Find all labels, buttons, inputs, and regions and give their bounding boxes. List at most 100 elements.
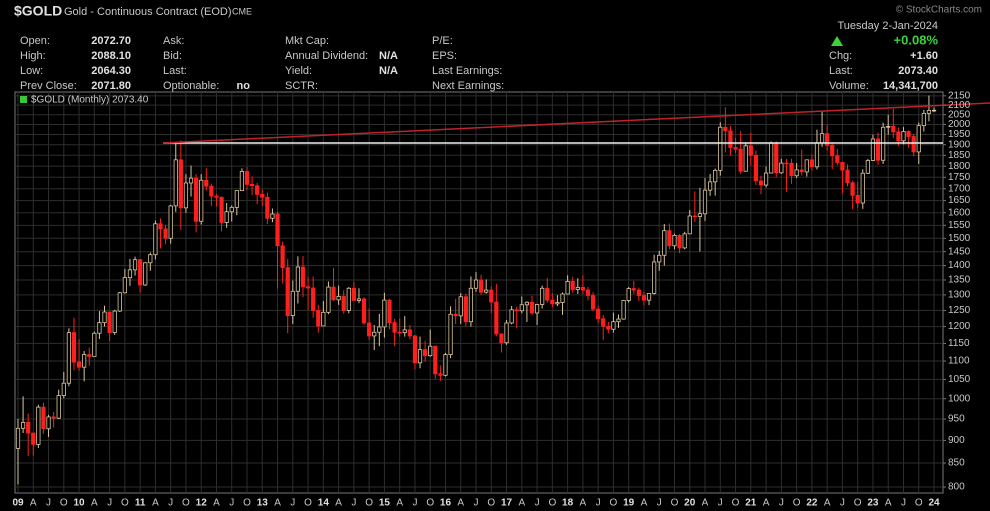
candle-body (112, 310, 117, 333)
candle-body (682, 233, 687, 249)
candle-body (402, 329, 407, 333)
x-tick-label: O (548, 498, 556, 509)
x-tick-label: A (885, 498, 892, 509)
candle-body (255, 185, 260, 195)
candle-body (244, 171, 250, 185)
candle-body (641, 295, 647, 301)
x-tick-label: O (182, 498, 190, 509)
x-tick-label: 19 (623, 498, 635, 509)
y-tick-label: 1800 (948, 161, 971, 172)
candle-body (646, 292, 652, 301)
x-tick-label: A (763, 498, 770, 509)
candle-body (163, 228, 168, 239)
y-tick-label: 1850 (948, 150, 971, 161)
y-tick-label: 1700 (948, 183, 971, 194)
x-tick-label: A (702, 498, 709, 509)
candle-body (382, 299, 387, 328)
candle-body (560, 293, 565, 303)
candle-body (814, 142, 820, 168)
candle-body (626, 288, 631, 301)
candle-body (265, 196, 270, 219)
field-label: Next Earnings: (432, 80, 504, 92)
x-tick-label: O (426, 498, 434, 509)
x-tick-label: A (274, 498, 281, 509)
x-tick-label: J (840, 498, 845, 509)
x-tick-label: 13 (257, 498, 269, 509)
candle-body (473, 279, 479, 289)
candle-body (199, 179, 204, 222)
y-tick-label: 2150 (948, 90, 971, 101)
candle-body (102, 311, 107, 324)
x-tick-label: J (351, 498, 356, 509)
candle-body (529, 301, 535, 314)
candle-body (234, 190, 239, 208)
field-value: 2064.30 (91, 65, 131, 77)
candle-body (117, 292, 122, 312)
y-tick-label: 2100 (948, 100, 971, 111)
y-tick-label: 1950 (948, 129, 971, 140)
candle-body (41, 406, 46, 430)
x-tick-label: A (518, 498, 525, 509)
field-label: Low: (20, 65, 43, 77)
candle-body (575, 286, 580, 290)
field-value: 2088.10 (91, 50, 131, 62)
candle-body (585, 289, 591, 296)
candle-body (534, 304, 540, 314)
field-label: Last: (829, 65, 853, 77)
candle-body (305, 286, 311, 289)
x-tick-label: A (396, 498, 403, 509)
field-value: N/A (379, 65, 398, 77)
y-tick-label: 1300 (948, 290, 971, 301)
x-tick-label: 18 (562, 498, 574, 509)
candle-body (438, 373, 443, 376)
candle-body (92, 332, 97, 357)
candle-body (239, 171, 245, 192)
candle-body (835, 155, 840, 163)
candle-body (728, 130, 733, 148)
candle-body (178, 159, 183, 209)
x-tick-label: O (243, 498, 251, 509)
field-label: Last: (163, 65, 187, 77)
candle-body (489, 289, 494, 303)
candle-body (825, 133, 830, 146)
field-value: +0.08% (894, 32, 939, 47)
candle-body (453, 313, 458, 317)
candle-body (494, 301, 499, 335)
field-label: Optionable: (163, 80, 219, 92)
y-tick-label: 1100 (948, 356, 970, 367)
x-tick-label: A (580, 498, 587, 509)
candle-body (173, 159, 178, 207)
y-tick-label: 1450 (948, 246, 971, 257)
x-tick-label: 17 (501, 498, 513, 509)
x-tick-label: 10 (74, 498, 86, 509)
field-value: 2073.40 (898, 65, 938, 77)
candle-body (509, 309, 514, 324)
candle-body (275, 213, 280, 247)
candle-body (377, 326, 382, 333)
candle-body (387, 299, 392, 324)
x-tick-label: J (168, 498, 173, 509)
candle-body (809, 159, 814, 168)
candle-body (657, 254, 662, 263)
candle-body (417, 349, 423, 364)
y-tick-label: 2000 (948, 119, 971, 130)
x-tick-label: O (671, 498, 679, 509)
field-label: Prev Close: (20, 80, 77, 92)
candle-body (616, 318, 621, 323)
x-tick-label: A (213, 498, 220, 509)
y-tick-label: 1250 (948, 305, 971, 316)
candle-body (153, 223, 158, 256)
x-tick-label: J (290, 498, 295, 509)
field-label: Yield: (285, 65, 312, 77)
candle-body (188, 177, 194, 184)
candle-body (260, 193, 265, 198)
candle-body (316, 310, 321, 327)
x-tick-label: J (535, 498, 540, 509)
candle-body (804, 159, 809, 173)
candle-body (779, 162, 784, 174)
legend-swatch (20, 96, 27, 103)
candle-body (97, 322, 102, 334)
candle-body (855, 194, 860, 204)
field-label: Bid: (163, 50, 182, 62)
